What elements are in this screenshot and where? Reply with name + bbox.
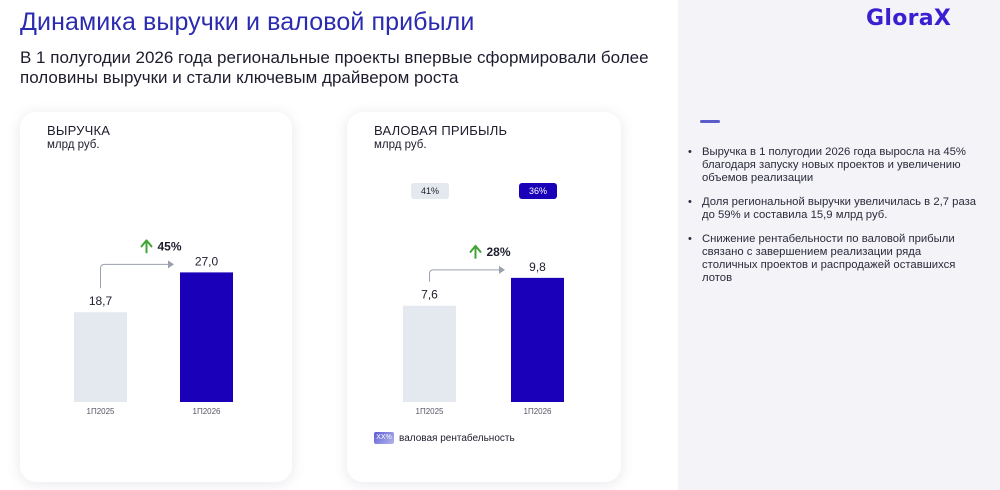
margin-badge-previous: 41% — [411, 183, 449, 199]
bar-1П2025 — [74, 312, 127, 402]
bar-value-label: 7,6 — [421, 288, 438, 302]
revenue-chart-title: ВЫРУЧКА — [47, 123, 111, 138]
legend-swatch: XX% — [374, 432, 394, 444]
main-panel: Динамика выручки и валовой прибыли В 1 п… — [20, 8, 649, 482]
bar-value-label: 27,0 — [195, 254, 219, 268]
chart-legend: XX% валовая рентабельность — [374, 432, 515, 444]
page-title: Динамика выручки и валовой прибыли — [20, 8, 475, 36]
x-tick-label: 1П2026 — [193, 407, 222, 416]
bar-1П2026 — [511, 277, 564, 402]
glorax-logo: GloraX — [866, 6, 952, 31]
growth-connector-line — [100, 263, 168, 289]
growth-connector-line — [429, 269, 499, 282]
sidebar-bullet: Доля региональной выручки увеличилась в … — [686, 196, 978, 222]
revenue-chart-unit: млрд руб. — [47, 139, 100, 151]
growth-connector-arrowhead — [499, 265, 505, 274]
gross-profit-chart-unit: млрд руб. — [374, 139, 427, 151]
gross-profit-chart: 7,6 1П2025 9,8 1П2026 28% — [403, 244, 564, 416]
sidebar-bullet: Снижение рентабельности по валовой прибы… — [686, 233, 978, 285]
page-subtitle: В 1 полугодии 2026 года региональные про… — [20, 48, 649, 87]
growth-up-arrow-icon — [469, 244, 482, 259]
gross-profit-card: ВАЛОВАЯ ПРИБЫЛЬ млрд руб. 41% 36% 7,6 1П2… — [347, 112, 621, 482]
revenue-card: ВЫРУЧКА млрд руб. 18,7 1П2025 27,0 1П2026 45… — [20, 112, 292, 482]
x-tick-label: 1П2025 — [416, 407, 445, 416]
x-tick-label: 1П2026 — [524, 407, 553, 416]
growth-up-arrow-icon — [140, 239, 153, 254]
growth-percent-label: 45% — [158, 239, 182, 253]
sidebar-bullet: Выручка в 1 полугодии 2026 года выросла … — [686, 146, 978, 185]
bar-value-label: 18,7 — [89, 294, 113, 308]
sidebar-accent-dash — [700, 120, 720, 123]
bar-1П2026 — [180, 272, 233, 402]
x-tick-label: 1П2025 — [87, 407, 116, 416]
margin-badge-current: 36% — [519, 183, 557, 199]
revenue-chart: 18,7 1П2025 27,0 1П2026 45% — [74, 239, 233, 416]
bar-1П2025 — [403, 305, 456, 402]
growth-percent-label: 28% — [487, 245, 511, 259]
bar-value-label: 9,8 — [529, 260, 546, 274]
legend-label: валовая рентабельность — [399, 432, 515, 444]
sidebar-bullet-list: Выручка в 1 полугодии 2026 года выросла … — [686, 146, 978, 296]
gross-profit-chart-title: ВАЛОВАЯ ПРИБЫЛЬ — [374, 123, 508, 138]
growth-connector-arrowhead — [168, 260, 174, 269]
